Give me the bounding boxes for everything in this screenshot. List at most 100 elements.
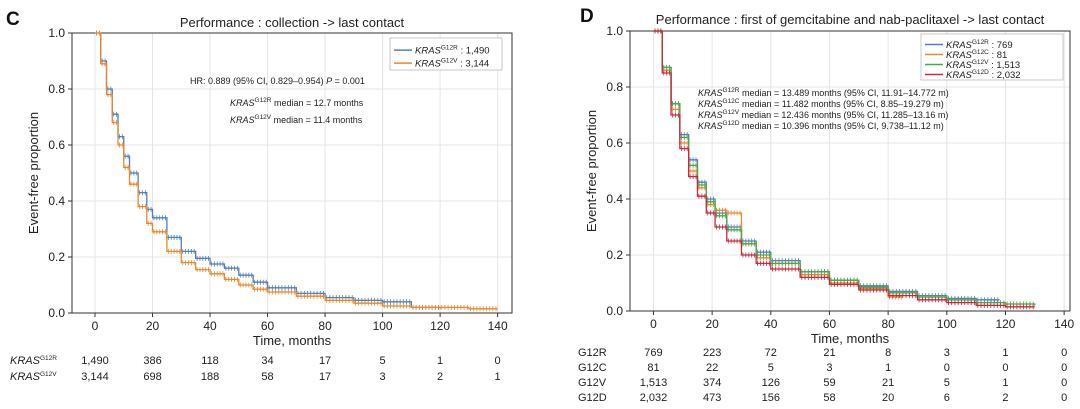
risk-cell: 21	[823, 347, 835, 359]
risk-cell: 5	[768, 362, 774, 374]
risk-cell: 1	[885, 362, 891, 374]
y-tick-label: 0.2	[48, 250, 65, 264]
risk-cell: 3,144	[81, 371, 109, 383]
legend-entry: KRASG12D : 2,032	[946, 69, 1021, 81]
y-tick-label: 0.4	[606, 192, 623, 206]
risk-cell: 0	[1061, 377, 1067, 389]
legend-entry: KRASG12C : 81	[946, 49, 1007, 61]
x-tick-label: 80	[318, 319, 332, 333]
median-annotation: KRASG12D median = 10.396 months (95% CI,…	[698, 120, 944, 131]
y-tick-label: 0.0	[48, 306, 65, 320]
risk-cell: 3	[826, 362, 832, 374]
risk-row-label: KRASG12V	[10, 371, 57, 383]
x-tick-label: 40	[764, 317, 778, 331]
y-tick-label: 0.2	[606, 248, 623, 262]
risk-cell: 473	[703, 392, 721, 404]
x-tick-label: 120	[995, 317, 1015, 331]
legend-box	[920, 33, 1064, 81]
x-tick-label: 60	[823, 317, 837, 331]
chart-title: Performance : collection -> last contact	[180, 15, 405, 30]
risk-cell: 6	[944, 392, 950, 404]
x-tick-label: 20	[705, 317, 719, 331]
x-tick-label: 100	[937, 317, 957, 331]
y-tick-label: 1.0	[606, 24, 623, 38]
risk-cell: 81	[647, 362, 659, 374]
x-tick-label: 60	[261, 319, 275, 333]
risk-cell: 21	[882, 377, 894, 389]
y-tick-label: 0.4	[48, 194, 65, 208]
risk-cell: 72	[765, 347, 777, 359]
hr-annotation: HR: 0.889 (95% CI, 0.829–0.954) P = 0.00…	[190, 76, 365, 86]
risk-cell: 2	[1002, 392, 1008, 404]
x-tick-label: 40	[203, 319, 217, 333]
median-annotation: KRASG12C median = 11.482 months (95% CI,…	[698, 98, 944, 109]
censor-marks-1	[96, 30, 497, 312]
risk-cell: 1	[495, 371, 501, 383]
series-line-1	[95, 32, 498, 310]
risk-cell: 374	[703, 377, 721, 389]
panel-letter: C	[6, 9, 20, 30]
y-tick-label: 0.6	[48, 138, 65, 152]
median-annotation: KRASG12V median = 12.436 months (95% CI,…	[698, 109, 948, 120]
risk-cell: 0	[1061, 362, 1067, 374]
censor-marks-1	[654, 28, 902, 300]
risk-cell: 118	[201, 355, 219, 367]
x-tick-label: 140	[1054, 317, 1074, 331]
median-annotation: KRASG12R median = 13.489 months (95% CI,…	[698, 87, 949, 98]
x-axis-label: Time, months	[253, 333, 332, 348]
plot-frame	[629, 30, 1071, 312]
risk-cell: 1	[1002, 347, 1008, 359]
y-tick-label: 0.8	[48, 82, 65, 96]
plot-frame	[71, 32, 513, 314]
x-tick-label: 100	[373, 319, 393, 333]
panel-C: C Performance : collection -> last contac…	[6, 9, 513, 383]
risk-cell: 58	[823, 392, 835, 404]
risk-cell: 0	[1002, 362, 1008, 374]
risk-cell: 34	[261, 355, 273, 367]
risk-cell: 22	[706, 362, 718, 374]
risk-cell: 2	[437, 371, 443, 383]
x-tick-label: 20	[146, 319, 160, 333]
y-tick-label: 1.0	[48, 26, 65, 40]
risk-cell: 2,032	[640, 392, 668, 404]
legend-entry: KRASG12V : 1,513	[946, 59, 1020, 71]
x-tick-label: 0	[92, 319, 99, 333]
x-tick-label: 0	[650, 317, 657, 331]
risk-cell: 223	[703, 347, 721, 359]
series-line-1	[653, 30, 903, 298]
risk-row-label: G12D	[578, 392, 607, 404]
legend-entry: KRASG12R : 1,490	[415, 45, 490, 57]
risk-cell: 188	[201, 371, 219, 383]
risk-cell: 3	[944, 347, 950, 359]
panel-D: D Performance : first of gemcitabine and …	[578, 6, 1074, 404]
x-tick-label: 80	[881, 317, 895, 331]
risk-cell: 8	[885, 347, 891, 359]
risk-cell: 20	[882, 392, 894, 404]
risk-cell: 17	[319, 355, 331, 367]
risk-cell: 17	[319, 371, 331, 383]
risk-cell: 1,513	[640, 377, 668, 389]
y-axis-label: Event-free proportion	[26, 112, 41, 234]
risk-cell: 1	[1002, 377, 1008, 389]
y-axis-label: Event-free proportion	[584, 110, 599, 232]
risk-cell: 0	[1061, 392, 1067, 404]
median-annotation: KRASG12R median = 12.7 months	[230, 97, 364, 108]
risk-cell: 1,490	[81, 355, 109, 367]
risk-row-label: G12V	[578, 377, 607, 389]
risk-row-label: KRASG12R	[10, 355, 57, 367]
risk-cell: 3	[380, 371, 386, 383]
legend-box	[389, 37, 503, 71]
risk-row-label: G12R	[578, 347, 607, 359]
risk-cell: 126	[762, 377, 780, 389]
risk-cell: 0	[495, 355, 501, 367]
risk-cell: 59	[823, 377, 835, 389]
y-tick-label: 0.8	[606, 80, 623, 94]
median-annotation: KRASG12V median = 11.4 months	[230, 114, 363, 125]
legend-entry: KRASG12R : 769	[946, 39, 1013, 51]
risk-cell: 0	[1061, 347, 1067, 359]
risk-cell: 58	[261, 371, 273, 383]
risk-cell: 0	[944, 362, 950, 374]
panel-letter: D	[580, 6, 594, 27]
chart-title: Performance : first of gemcitabine and n…	[656, 12, 1045, 27]
